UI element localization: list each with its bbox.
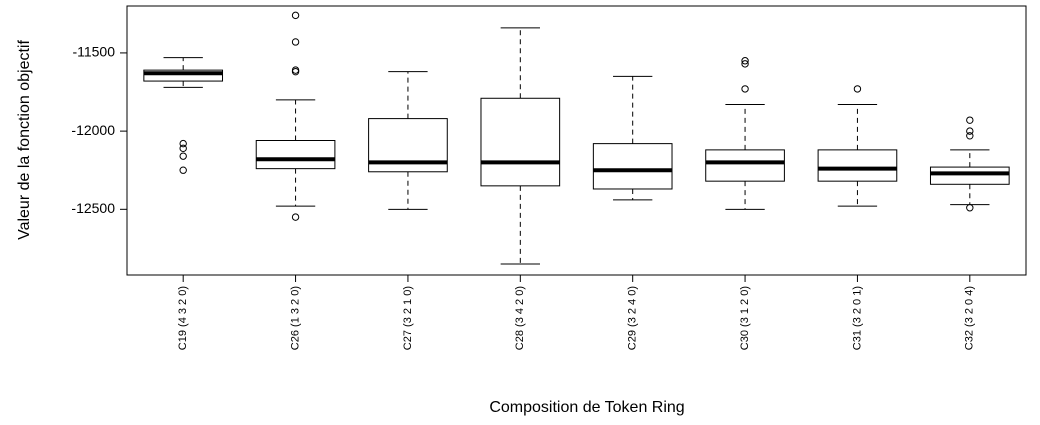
- box-5: [592, 75, 673, 201]
- y-axis: -11500 -12000 -12500: [71, 44, 128, 216]
- x-category-label: C28 (3 4 2 0): [514, 286, 526, 350]
- x-category-label: C32 (3 2 0 4): [964, 286, 976, 350]
- y-axis-title: Valeur de la fonction objectif: [16, 40, 33, 240]
- box-8: [929, 116, 1010, 212]
- outlier-point: [179, 152, 187, 160]
- y-tick-label: -11500: [72, 44, 115, 60]
- box-7: [817, 85, 898, 207]
- outlier-point: [741, 85, 749, 93]
- outlier-point: [966, 204, 974, 212]
- x-category-label: C29 (3 2 4 0): [627, 286, 639, 350]
- outlier-point: [291, 213, 300, 221]
- iqr-box: [592, 143, 673, 190]
- iqr-box: [143, 69, 224, 82]
- box-2: [255, 11, 336, 221]
- outlier-point: [966, 127, 974, 135]
- boxes: [143, 11, 1010, 265]
- outlier-point: [179, 144, 187, 153]
- box-6: [705, 57, 785, 210]
- box-3: [368, 71, 448, 210]
- outlier-point: [291, 67, 300, 76]
- x-category-label: C30 (3 1 2 0): [739, 286, 751, 350]
- outlier-point: [966, 116, 974, 124]
- iqr-box: [817, 149, 898, 182]
- iqr-box: [255, 140, 336, 170]
- x-category-label: C27 (3 2 1 0): [402, 286, 414, 350]
- box-1: [143, 57, 224, 174]
- y-tick-label: -12000: [71, 122, 115, 138]
- outlier-point: [853, 85, 862, 93]
- outlier-point: [179, 139, 187, 148]
- iqr-box: [929, 166, 1010, 185]
- x-axis-title: Composition de Token Ring: [489, 399, 684, 416]
- outlier-point: [291, 11, 300, 20]
- outlier-point: [179, 166, 187, 174]
- box-4: [480, 27, 561, 265]
- iqr-box: [480, 97, 561, 187]
- x-category-label: C31 (3 2 0 1): [851, 286, 863, 350]
- y-tick-label: -12500: [71, 200, 115, 216]
- iqr-box: [705, 149, 785, 182]
- outlier-point: [966, 132, 974, 140]
- x-axis-labels: C19 (4 3 2 0) C26 (1 3 2 0) C27 (3 2 1 0) C…: [177, 275, 976, 350]
- outlier-point: [741, 60, 749, 68]
- x-category-label: C19 (4 3 2 0): [177, 286, 189, 350]
- outlier-point: [291, 38, 300, 46]
- x-category-label: C26 (1 3 2 0): [289, 286, 301, 350]
- outlier-point: [741, 57, 749, 65]
